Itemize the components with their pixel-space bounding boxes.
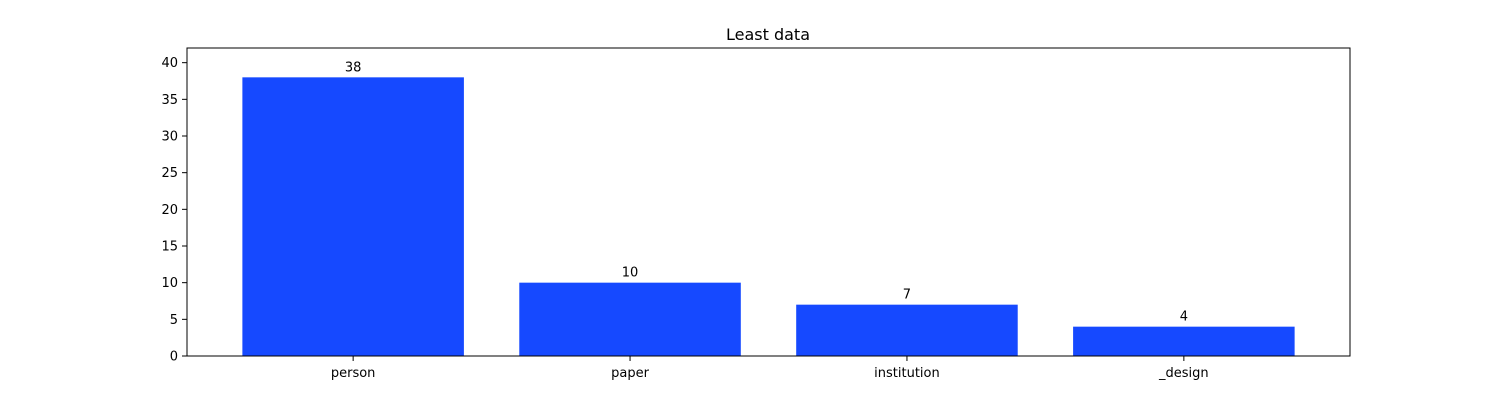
data-label: 4	[1180, 310, 1188, 325]
plot-frame	[186, 47, 1351, 357]
data-label: 10	[622, 266, 639, 281]
y-tick-label: 35	[161, 93, 178, 108]
bars-group	[242, 77, 1295, 356]
y-tick-label: 30	[161, 130, 178, 145]
y-axis: 0 5 10 15 20 25 30 35 40	[161, 56, 187, 365]
x-axis: person paper institution _design	[331, 356, 1209, 381]
data-label: 7	[903, 288, 911, 303]
y-tick-label: 5	[170, 313, 178, 328]
data-labels-group: 38 10 7 4	[345, 60, 1188, 324]
bar-institution	[796, 304, 1018, 356]
y-tick-label: 0	[170, 350, 178, 365]
y-tick-label: 15	[161, 240, 178, 255]
y-tick-label: 25	[161, 166, 178, 181]
bar-paper	[519, 282, 741, 356]
data-label: 38	[345, 60, 362, 75]
x-tick-label: paper	[611, 366, 649, 381]
x-tick-label: _design	[1158, 366, 1209, 381]
x-tick-label: person	[331, 366, 376, 381]
x-tick-label: institution	[874, 366, 940, 381]
bar-design	[1073, 326, 1295, 356]
chart-title: Least data	[726, 25, 810, 44]
y-tick-label: 20	[161, 203, 178, 218]
y-tick-label: 10	[161, 276, 178, 291]
bar-person	[242, 77, 464, 356]
y-tick-label: 40	[161, 56, 178, 71]
